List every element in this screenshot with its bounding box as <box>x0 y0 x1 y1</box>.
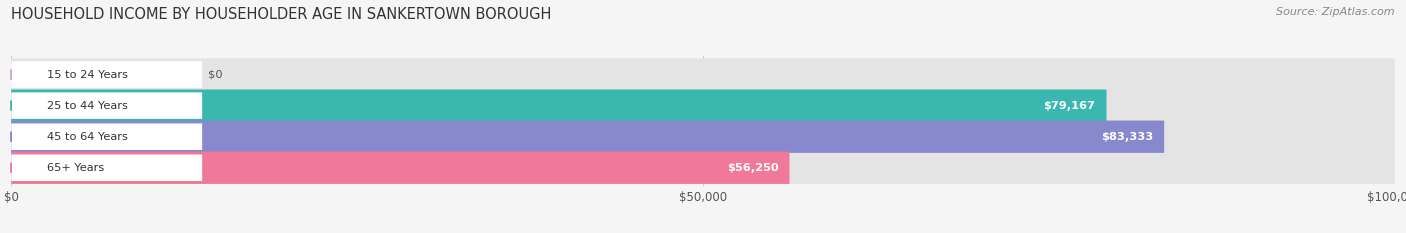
Text: $79,167: $79,167 <box>1043 101 1095 111</box>
FancyBboxPatch shape <box>11 92 202 119</box>
Text: 15 to 24 Years: 15 to 24 Years <box>48 70 128 79</box>
FancyBboxPatch shape <box>11 152 790 184</box>
FancyBboxPatch shape <box>11 120 1164 153</box>
Text: $83,333: $83,333 <box>1101 132 1153 142</box>
FancyBboxPatch shape <box>11 152 1395 184</box>
FancyBboxPatch shape <box>11 123 202 150</box>
Text: 25 to 44 Years: 25 to 44 Years <box>48 101 128 111</box>
Text: Source: ZipAtlas.com: Source: ZipAtlas.com <box>1277 7 1395 17</box>
Text: $56,250: $56,250 <box>727 163 779 173</box>
FancyBboxPatch shape <box>11 58 1395 91</box>
Text: $0: $0 <box>208 70 222 79</box>
FancyBboxPatch shape <box>11 89 1395 122</box>
Text: 65+ Years: 65+ Years <box>48 163 104 173</box>
Text: HOUSEHOLD INCOME BY HOUSEHOLDER AGE IN SANKERTOWN BOROUGH: HOUSEHOLD INCOME BY HOUSEHOLDER AGE IN S… <box>11 7 551 22</box>
FancyBboxPatch shape <box>11 61 202 88</box>
Text: 45 to 64 Years: 45 to 64 Years <box>48 132 128 142</box>
FancyBboxPatch shape <box>11 154 202 181</box>
FancyBboxPatch shape <box>11 120 1395 153</box>
FancyBboxPatch shape <box>11 89 1107 122</box>
